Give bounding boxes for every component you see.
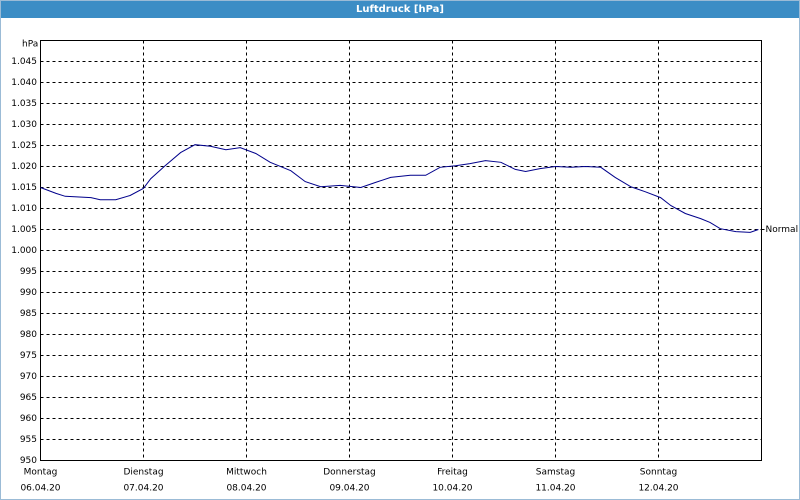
y-tick-label: 960 — [20, 414, 37, 424]
y-tick-label: 1.040 — [11, 78, 37, 88]
x-tick-date: 11.04.20 — [535, 484, 575, 494]
x-tick-label: Sonntag — [640, 468, 677, 478]
x-tick-date: 10.04.20 — [432, 484, 472, 494]
y-tick-label: 1.035 — [11, 99, 37, 109]
y-tick-label: 980 — [20, 330, 37, 340]
y-tick-label: 990 — [20, 288, 37, 298]
x-tick-date: 06.04.20 — [20, 484, 60, 494]
x-tick-date: 12.04.20 — [638, 484, 678, 494]
series-label: Normal — [766, 225, 799, 235]
y-tick-label: 965 — [20, 393, 37, 403]
y-axis-label: hPa — [22, 40, 38, 50]
x-tick-label: Dienstag — [123, 468, 163, 478]
x-tick-label: Samstag — [536, 468, 575, 478]
y-tick-label: 970 — [20, 372, 37, 382]
y-tick-label: 1.020 — [11, 162, 37, 172]
y-tick-label: 975 — [20, 351, 37, 361]
x-tick-label: Montag — [24, 468, 58, 478]
y-tick-label: 1.045 — [11, 57, 37, 67]
x-tick-label: Mittwoch — [226, 468, 267, 478]
y-tick-label: 955 — [20, 435, 37, 445]
y-tick-label: 1.015 — [11, 183, 37, 193]
y-tick-label: 1.005 — [11, 225, 37, 235]
y-tick-label: 1.030 — [11, 120, 37, 130]
title-bar — [0, 0, 800, 18]
y-tick-label: 950 — [20, 456, 37, 466]
x-tick-date: 09.04.20 — [329, 484, 369, 494]
y-tick-label: 1.000 — [11, 246, 37, 256]
chart-title: Luftdruck [hPa] — [356, 4, 444, 15]
y-tick-label: 985 — [20, 309, 37, 319]
x-tick-date: 07.04.20 — [123, 484, 163, 494]
x-tick-date: 08.04.20 — [226, 484, 266, 494]
x-tick-label: Donnerstag — [323, 468, 376, 478]
data-line — [40, 144, 759, 233]
y-tick-label: 1.025 — [11, 141, 37, 151]
y-tick-label: 995 — [20, 267, 37, 277]
x-tick-label: Freitag — [437, 468, 468, 478]
y-tick-label: 1.010 — [11, 204, 37, 214]
